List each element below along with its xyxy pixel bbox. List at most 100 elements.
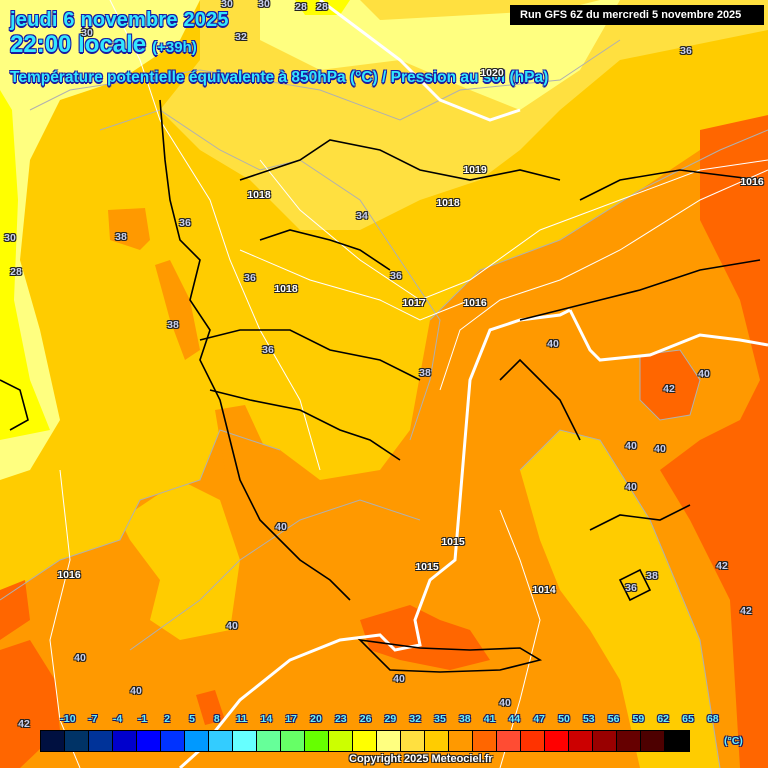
theta-contour-label: 40 bbox=[547, 338, 559, 350]
colorbar-tick: 17 bbox=[285, 713, 298, 725]
theta-contour-label: 36 bbox=[179, 217, 191, 229]
theta-contour-label: 36 bbox=[625, 582, 637, 594]
theta-contour-label: 28 bbox=[10, 266, 22, 278]
theta-contour-label: 36 bbox=[680, 45, 692, 57]
theta-contour-label: 42 bbox=[740, 605, 752, 617]
isobars-thick bbox=[178, 0, 768, 768]
colorbar-tick: 29 bbox=[384, 713, 397, 725]
colorbar-tick: 32 bbox=[409, 713, 422, 725]
colorbar-unit: (°C) bbox=[724, 735, 743, 747]
theta-contour-label: 30 bbox=[258, 0, 270, 10]
theta-contour-label: 36 bbox=[244, 272, 256, 284]
theta-contour-label: 38 bbox=[419, 367, 431, 379]
colorbar-tick: 35 bbox=[434, 713, 446, 725]
colorbar-tick: 47 bbox=[533, 713, 546, 725]
colorbar-swatch bbox=[473, 731, 497, 751]
isobar-label: 1015 bbox=[441, 536, 465, 548]
forecast-time-value: 22:00 locale bbox=[10, 31, 147, 58]
colorbar-tick: 11 bbox=[236, 713, 248, 725]
colorbar-swatch bbox=[593, 731, 617, 751]
isobar-label: 1018 bbox=[274, 283, 298, 295]
isobar-label: 1018 bbox=[436, 197, 460, 209]
colorbar-tick: 68 bbox=[706, 713, 719, 725]
theta-contour-label: 34 bbox=[356, 210, 368, 222]
theta-field-36-38-aegean bbox=[520, 430, 720, 768]
colorbar-tick: 56 bbox=[607, 713, 620, 725]
colorbar-swatch bbox=[377, 731, 401, 751]
theta-patch-42-east bbox=[660, 115, 768, 768]
copyright: Copyright 2025 Meteociel.fr bbox=[349, 753, 493, 765]
colorbar-swatch bbox=[41, 731, 65, 751]
colorbar-swatch bbox=[65, 731, 89, 751]
colorbar-tick: 20 bbox=[310, 713, 322, 725]
colorbar-swatch bbox=[329, 731, 353, 751]
theta-field-26-29 bbox=[0, 90, 50, 440]
theta-contour-label: 36 bbox=[262, 344, 274, 356]
colorbar-tick: 50 bbox=[558, 713, 570, 725]
theta-contour-label: 38 bbox=[167, 319, 179, 331]
colorbar-swatch bbox=[497, 731, 521, 751]
colorbar-swatch bbox=[161, 731, 185, 751]
theta-field-36-38-bay bbox=[120, 480, 240, 640]
theta-contour-label: 36 bbox=[390, 270, 402, 282]
colorbar-swatch bbox=[353, 731, 377, 751]
colorbar-tick: 2 bbox=[164, 713, 171, 725]
theta-contour-label: 28 bbox=[295, 1, 307, 13]
forecast-time: 22:00 locale (+39h) bbox=[10, 31, 197, 59]
theta-contour-label: 32 bbox=[235, 31, 247, 43]
theta-contour-label: 42 bbox=[18, 718, 30, 730]
isobar-label: 1018 bbox=[247, 189, 271, 201]
theta-contour-label: 40 bbox=[130, 685, 142, 697]
colorbar-swatch bbox=[305, 731, 329, 751]
theta-contour-label: 30 bbox=[81, 27, 93, 39]
theta-contour-label: 40 bbox=[226, 620, 238, 632]
theta-contour-label: 40 bbox=[275, 521, 287, 533]
theta-field-29-32 bbox=[0, 0, 200, 480]
colorbar-swatch bbox=[209, 731, 233, 751]
isobar-label: 1015 bbox=[415, 561, 439, 573]
theta-patch-42-crete bbox=[360, 605, 490, 670]
colorbar-swatch bbox=[257, 731, 281, 751]
theta-patch-38-albania bbox=[155, 260, 200, 360]
colorbar-swatch bbox=[545, 731, 569, 751]
isobar-label: 1019 bbox=[463, 164, 487, 176]
colorbar-tick: 14 bbox=[260, 713, 273, 725]
colorbar-swatch bbox=[137, 731, 161, 751]
forecast-lead-time: (+39h) bbox=[152, 39, 197, 56]
colorbar-tick: 62 bbox=[657, 713, 670, 725]
theta-patch-42-turkey bbox=[640, 350, 700, 420]
theta-contour-label: 38 bbox=[115, 231, 127, 243]
colorbar-swatch bbox=[617, 731, 641, 751]
theta-contour-label: 40 bbox=[393, 673, 405, 685]
colorbar-tick: -1 bbox=[137, 713, 148, 725]
isobar-label: 1016 bbox=[740, 176, 764, 188]
colorbar-swatch bbox=[665, 731, 689, 751]
colorbar-tick: -10 bbox=[60, 713, 76, 725]
colorbar-tick: 44 bbox=[508, 713, 521, 725]
theta-contour-label: 40 bbox=[74, 652, 86, 664]
theta-contour-label: 42 bbox=[663, 383, 675, 395]
colorbar-swatch bbox=[401, 731, 425, 751]
theta-contour-label: 30 bbox=[4, 232, 16, 244]
colorbar-tick: 5 bbox=[189, 713, 195, 725]
colorbar-tick: 53 bbox=[582, 713, 595, 725]
colorbar-swatch bbox=[89, 731, 113, 751]
colorbar-tick: 8 bbox=[213, 713, 220, 725]
colorbar-swatch bbox=[185, 731, 209, 751]
colorbar-tick: 26 bbox=[359, 713, 372, 725]
theta-contour-label: 40 bbox=[625, 481, 637, 493]
colorbar-swatch bbox=[641, 731, 665, 751]
colorbar-tick: 23 bbox=[334, 713, 347, 725]
theta-patch-40-greece bbox=[215, 405, 320, 600]
theta-contour-label: 40 bbox=[499, 697, 511, 709]
model-run-label: Run GFS 6Z du mercredi 5 novembre 2025 bbox=[510, 5, 764, 25]
forecast-date: jeudi 6 novembre 2025 bbox=[10, 9, 229, 31]
theta-contour-label: 40 bbox=[625, 440, 637, 452]
theta-patch-38-west bbox=[108, 208, 150, 250]
colorbar-tick: 41 bbox=[483, 713, 496, 725]
colorbar-tick: 59 bbox=[632, 713, 645, 725]
isobar-label: 1017 bbox=[402, 297, 426, 309]
colorbar-swatch bbox=[113, 731, 137, 751]
isobar-label: 1020 bbox=[480, 67, 504, 79]
